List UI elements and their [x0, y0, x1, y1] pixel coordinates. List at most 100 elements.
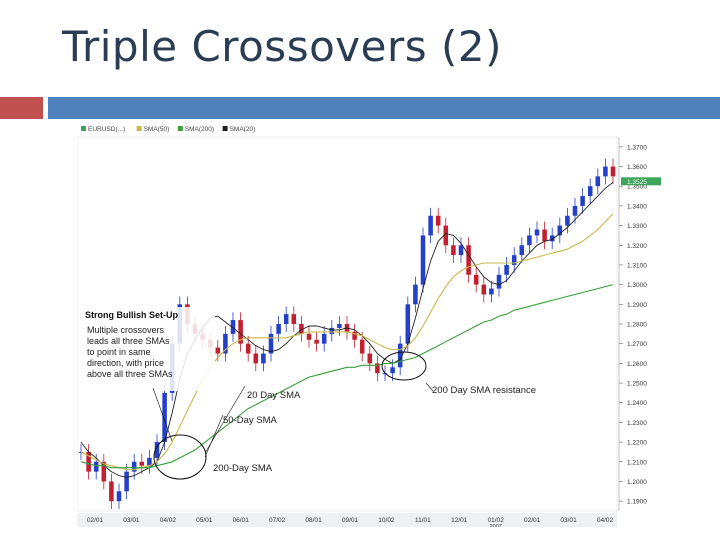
setup-line: to point in same [87, 347, 151, 357]
candle-body [466, 245, 471, 275]
candle-body [131, 461, 137, 472]
candle-body [306, 333, 312, 340]
candle-body [557, 225, 563, 236]
chart-svg: EURUSD(...) SMA(50) SMA(200) SMA(20) 1.3700… [77, 126, 661, 527]
candle-body [215, 347, 221, 354]
candle-body [413, 284, 418, 305]
candle-body [420, 235, 426, 285]
y-tick-label: 1.2600 [627, 361, 647, 368]
setup-line: Multiple crossovers [87, 325, 165, 335]
candle-body [542, 229, 547, 242]
candle-body [481, 284, 487, 295]
candle-body [572, 205, 578, 216]
y-tick-label: 1.2400 [627, 400, 647, 407]
y-tick-label: 1.3000 [627, 282, 647, 289]
y-tick-label: 1.3500 [627, 184, 647, 191]
title-accent-bar-red [0, 97, 43, 119]
candle-body [314, 339, 319, 344]
y-tick-label: 1.2900 [627, 302, 647, 309]
candle-body [276, 324, 281, 334]
x-axis: 02/01 03/01 04/02 05/01 06/01 07/02 08/01 09/01… [77, 513, 617, 527]
candle-body [549, 235, 555, 242]
candle-body [489, 288, 494, 295]
y-tick-label: 1.2200 [627, 440, 647, 447]
candle-body [458, 245, 464, 256]
candle-body [139, 461, 145, 466]
x-tick-label: 03/01 [123, 517, 140, 524]
x-tick-label: 04/02 [160, 517, 177, 524]
setup-box-bg [83, 307, 215, 391]
y-tick-label: 1.2100 [627, 459, 647, 466]
setup-line: leads all three SMAs [87, 336, 170, 346]
candle-body [359, 339, 365, 354]
x-tick-label: 01/02 [488, 517, 505, 524]
sma20-line [80, 181, 614, 478]
candle-body [390, 367, 395, 374]
setup-leader [152, 387, 173, 442]
candle-body [397, 343, 403, 368]
x-tick-label: 11/01 [415, 517, 431, 524]
y-tick-label: 1.3700 [627, 144, 647, 151]
candle-body [238, 320, 243, 344]
candle-body [101, 461, 107, 482]
sma200-label: 200-Day SMA [213, 463, 273, 474]
legend-swatch [222, 126, 228, 131]
candle-body [93, 461, 99, 472]
chart-annotations: Strong Bullish Set-Up Multiple crossovers… [83, 307, 536, 480]
candle-body [405, 304, 411, 344]
candle-body [504, 264, 509, 275]
y-tick-label: 1.2800 [627, 322, 647, 329]
x-tick-label: 02/01 [524, 517, 541, 524]
candle-body [223, 333, 228, 354]
chart-legend: EURUSD(...) SMA(50) SMA(200) SMA(20) [81, 126, 255, 133]
candle-body [162, 392, 167, 443]
candle-body [367, 353, 373, 364]
slide-title: Triple Crossovers (2) [62, 22, 502, 71]
candle-body [565, 215, 570, 226]
current-price-marker [621, 177, 661, 186]
sma50-label: 50-Day SMA [223, 415, 278, 426]
candle-body [428, 215, 433, 236]
x-tick-label: 05/01 [196, 517, 213, 524]
candle-body [261, 353, 266, 364]
title-accent-bar-blue [48, 97, 720, 119]
candle-body [603, 166, 608, 177]
x-tick-year: 2007 [490, 524, 502, 527]
sma50-line [80, 213, 614, 471]
legend-entry: EURUSD(...) [88, 126, 125, 133]
candle-body [86, 451, 91, 472]
candle-body [534, 229, 540, 236]
candle-body [443, 225, 449, 246]
y-tick-label: 1.2700 [627, 341, 647, 348]
x-axis-band [77, 513, 617, 527]
candle-body [496, 274, 502, 289]
candle-body [147, 457, 152, 466]
x-tick-label: 08/01 [305, 517, 322, 524]
candle-body [595, 176, 601, 187]
candle-body [435, 215, 441, 226]
candle-body [580, 196, 585, 206]
sma200-line [80, 284, 614, 469]
setup-title: Strong Bullish Set-Up [85, 310, 178, 320]
sma50-leader [204, 414, 224, 458]
legend-swatch [136, 126, 142, 131]
legend-entry: SMA(20) [230, 126, 256, 133]
y-tick-label: 1.3400 [627, 203, 647, 210]
candle-body [268, 333, 274, 354]
y-tick-label: 1.2500 [627, 381, 647, 388]
candle-body [329, 327, 335, 334]
candle-body [473, 274, 479, 285]
candle-body [109, 481, 114, 502]
y-tick-label: 1.3100 [627, 262, 647, 269]
candle-body [299, 324, 304, 334]
y-tick-label: 1.2300 [627, 420, 647, 427]
setup-line: direction, with price [87, 358, 164, 368]
setup-line: above all three SMAs [87, 369, 173, 379]
legend-entry: SMA(200) [185, 126, 214, 133]
candle-body [375, 363, 380, 374]
x-tick-label: 03/01 [560, 517, 577, 524]
candle-body [451, 245, 456, 256]
resistance-circle [381, 351, 427, 381]
x-tick-label: 12/01 [451, 517, 468, 524]
y-tick-label: 1.3600 [627, 164, 647, 171]
